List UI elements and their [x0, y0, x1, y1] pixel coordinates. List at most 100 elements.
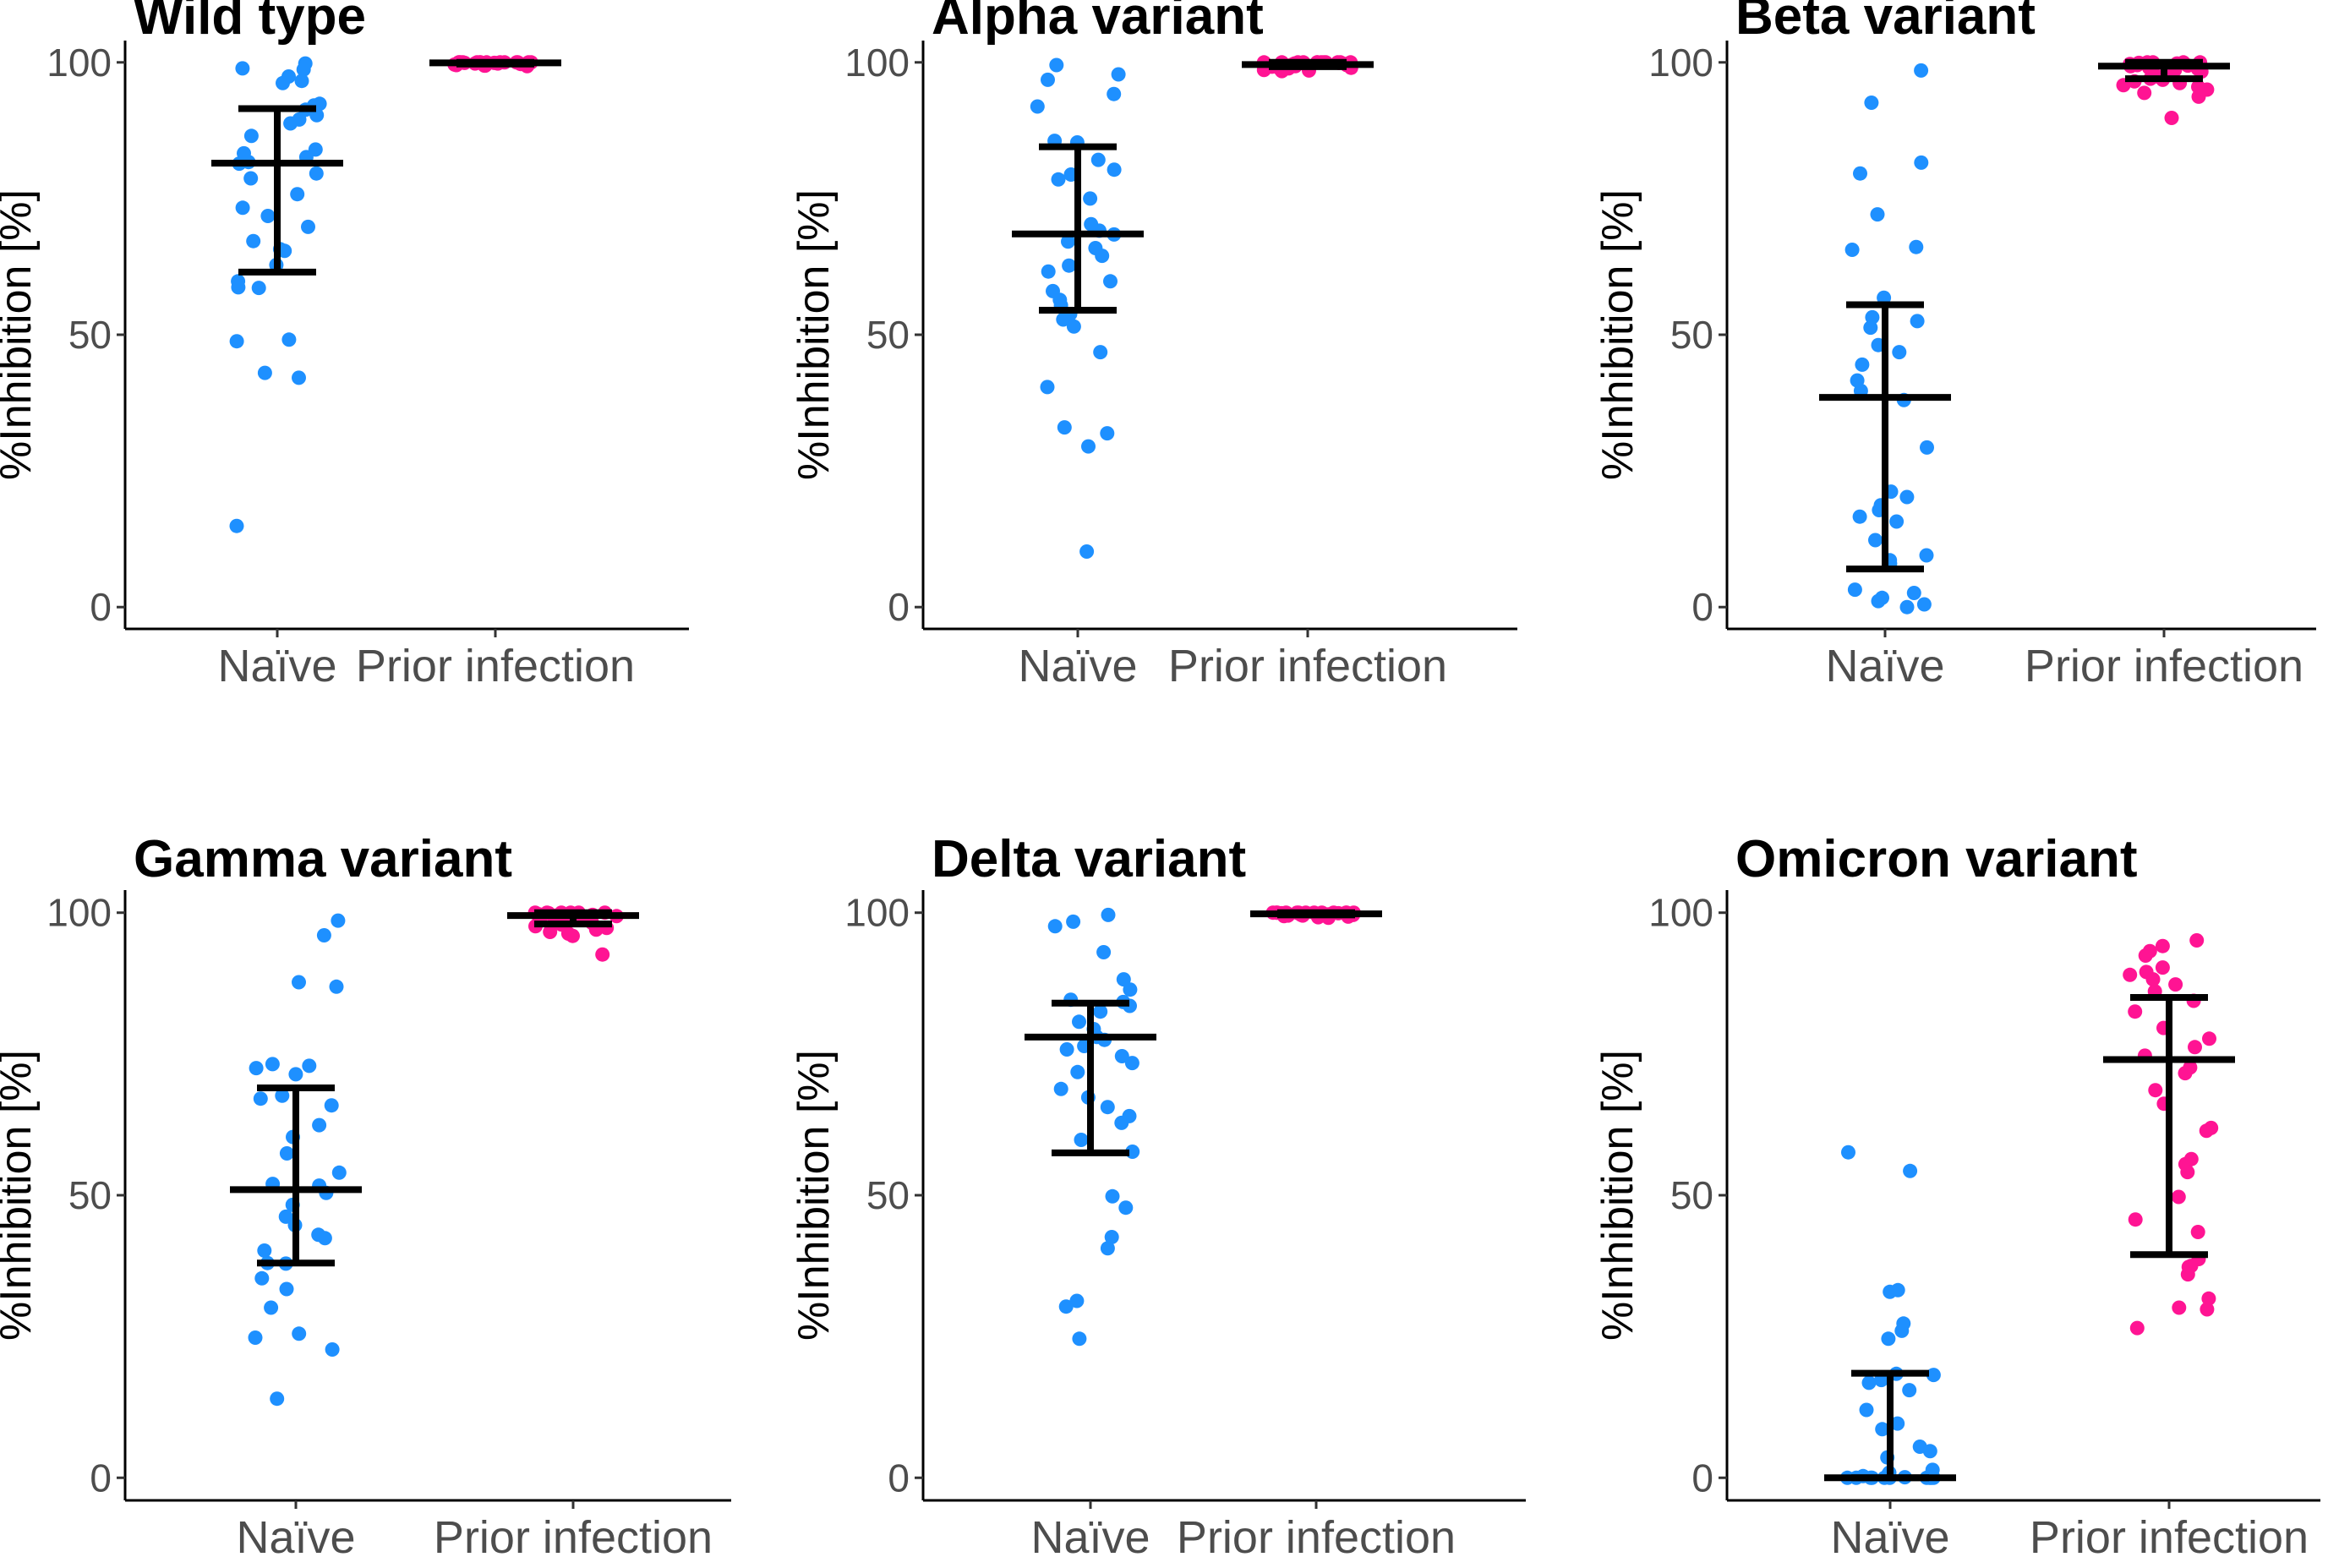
data-point — [1058, 1299, 1074, 1314]
data-point — [317, 1231, 332, 1246]
data-point — [257, 365, 272, 380]
median-iqr-bar — [211, 105, 343, 276]
data-point — [2129, 1320, 2145, 1336]
data-point — [301, 219, 315, 234]
data-point — [1899, 599, 1915, 615]
x-category-label: Prior infection — [1177, 1512, 1456, 1563]
data-point — [2188, 1040, 2202, 1055]
data-point — [1062, 258, 1077, 273]
data-point — [1916, 597, 1932, 612]
data-point — [2123, 967, 2138, 982]
data-point — [1041, 72, 1055, 87]
data-point — [312, 1117, 327, 1133]
data-point — [1100, 1241, 1115, 1256]
data-point — [1107, 162, 1122, 178]
x-category-label: Prior infection — [1168, 641, 1447, 691]
x-category-label: Naïve — [1825, 641, 1944, 691]
data-point — [595, 947, 610, 962]
data-point — [278, 1209, 293, 1224]
data-point — [2128, 1212, 2143, 1227]
median-iqr-bar — [1025, 999, 1156, 1156]
data-point — [1903, 1163, 1918, 1178]
data-point — [1922, 1444, 1937, 1459]
panel-title: Wild type — [134, 0, 366, 46]
data-point — [270, 1391, 285, 1407]
data-point — [292, 975, 306, 990]
data-point — [1914, 63, 1929, 78]
data-point — [276, 75, 290, 90]
data-point — [1926, 1368, 1941, 1383]
x-category-label: Naïve — [217, 641, 336, 691]
data-point — [2180, 1165, 2195, 1180]
y-tick-label: 0 — [90, 1456, 112, 1500]
y-tick-label: 100 — [1648, 891, 1713, 935]
data-point — [2200, 1302, 2215, 1317]
data-point — [1114, 1115, 1129, 1130]
y-axis-title: %Inhibition [%] — [1593, 1050, 1642, 1341]
data-point — [316, 928, 331, 942]
data-point — [1118, 1200, 1134, 1216]
panel-2: Alpha variant %Inhibition [%] 0 50 100 Naïve P… — [790, 0, 1517, 691]
data-point — [2190, 1225, 2205, 1239]
data-point — [290, 187, 305, 202]
data-point — [292, 370, 306, 385]
panel-title: Delta variant — [932, 830, 1246, 888]
data-point — [1919, 548, 1934, 563]
data-point — [1090, 152, 1106, 167]
data-point — [1030, 99, 1045, 114]
data-point — [253, 1091, 268, 1106]
data-point — [1103, 274, 1118, 289]
data-point — [1852, 509, 1867, 524]
data-point — [246, 233, 261, 249]
y-tick-label: 50 — [68, 1173, 112, 1217]
data-point — [296, 62, 311, 77]
data-point — [2137, 85, 2152, 101]
data-point — [2164, 111, 2179, 125]
y-tick-label: 100 — [46, 891, 112, 935]
median-iqr-bar — [2103, 994, 2235, 1259]
data-point — [235, 61, 250, 76]
data-point — [2128, 1004, 2143, 1019]
data-point — [257, 1243, 272, 1258]
data-point — [1847, 582, 1862, 598]
data-point — [1056, 312, 1071, 327]
y-tick-label: 0 — [1691, 1456, 1713, 1500]
panel-title: Gamma variant — [134, 830, 512, 888]
panel-1: Wild type %Inhibition [%] 0 50 100 Naïve Prior… — [0, 0, 689, 691]
data-point — [1124, 1056, 1139, 1071]
x-category-label: Prior infection — [356, 641, 635, 691]
median-iqr-bar — [1242, 58, 1374, 70]
data-point — [1104, 1230, 1119, 1244]
data-point — [1066, 319, 1081, 334]
data-point — [1095, 249, 1110, 264]
data-point — [243, 128, 259, 144]
x-category-label: Prior infection — [434, 1512, 713, 1563]
data-point — [281, 332, 297, 347]
x-category-label: Prior infection — [2025, 641, 2303, 691]
x-category-label: Naïve — [1018, 641, 1137, 691]
data-point — [248, 1330, 263, 1345]
median-iqr-bar — [1012, 143, 1144, 314]
y-tick-label: 50 — [1670, 313, 1713, 357]
y-axis-title: %Inhibition [%] — [0, 189, 41, 480]
data-point — [1093, 345, 1108, 360]
data-point — [1072, 1331, 1087, 1347]
data-point — [1864, 96, 1879, 110]
data-point — [1107, 86, 1122, 101]
data-point — [249, 1061, 264, 1076]
data-point — [1047, 919, 1063, 934]
data-point — [1079, 544, 1095, 559]
data-point — [283, 116, 298, 131]
data-point — [2168, 977, 2183, 992]
data-point — [243, 171, 259, 186]
data-point — [1116, 972, 1131, 987]
data-point — [325, 1342, 340, 1357]
data-point — [1892, 345, 1907, 360]
median-iqr-bar — [230, 1084, 362, 1267]
data-point — [2202, 1031, 2216, 1046]
data-point — [1855, 357, 1870, 372]
data-point — [1853, 166, 1867, 181]
x-category-label: Prior infection — [2030, 1512, 2309, 1563]
data-point — [1096, 945, 1112, 959]
data-point — [1051, 172, 1066, 187]
